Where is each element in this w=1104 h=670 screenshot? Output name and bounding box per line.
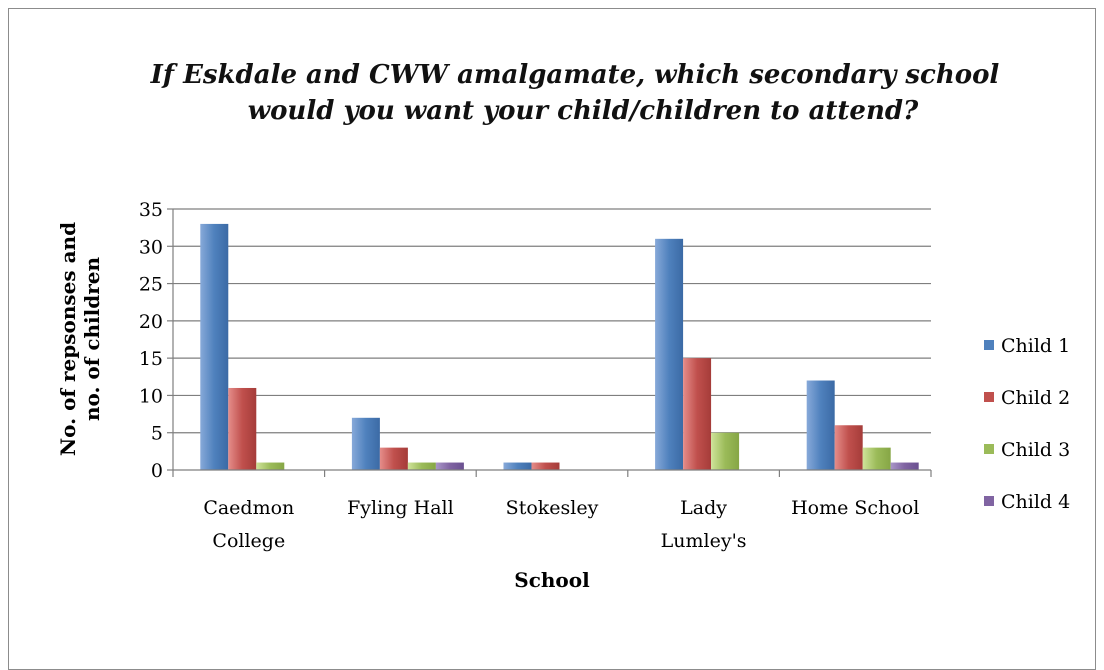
x-tick-label: Lumley's (661, 530, 747, 552)
gridlines (173, 208, 931, 434)
x-tick-label: Fyling Hall (347, 497, 454, 519)
bar-child-1-cat-1 (351, 417, 380, 470)
y-axis-title-line-1: No. of repsonses and (56, 222, 80, 456)
bar-child-3-cat-4 (862, 447, 891, 470)
chart-title-line-2: would you want your child/children to at… (248, 96, 919, 126)
y-tick-label: 30 (139, 236, 163, 258)
legend-swatch (984, 496, 994, 506)
x-axis-title: School (514, 568, 590, 592)
bar-child-3-cat-3 (711, 432, 740, 470)
bar-child-4-cat-1 (435, 462, 464, 470)
y-axis-ticks: 0 5 10 15 20 25 30 35 (139, 199, 173, 482)
bar-child-2-cat-3 (683, 358, 712, 470)
x-tick-label: Stokesley (506, 497, 599, 519)
bar-child-4-cat-4 (890, 462, 919, 470)
y-tick-label: 15 (139, 348, 163, 370)
chart-frame: If Eskdale and CWW amalgamate, which sec… (8, 8, 1096, 670)
legend-swatch (984, 392, 994, 402)
bar-child-1-cat-2 (503, 462, 532, 470)
x-tick-label: Home School (791, 497, 919, 519)
bar-child-1-cat-0 (200, 223, 229, 470)
bar-child-3-cat-0 (256, 462, 285, 470)
y-tick-label: 5 (151, 423, 163, 445)
legend-label: Child 4 (1001, 491, 1070, 513)
bar-child-2-cat-4 (834, 425, 863, 470)
y-tick-label: 35 (139, 199, 163, 221)
legend-swatch (984, 444, 994, 454)
bar-child-2-cat-2 (531, 462, 560, 470)
legend-label: Child 2 (1001, 387, 1070, 409)
x-tick-label: Caedmon (203, 497, 294, 519)
legend-label: Child 3 (1001, 439, 1070, 461)
x-tick-label: College (212, 530, 285, 552)
y-tick-label: 25 (139, 274, 163, 296)
bar-child-1-cat-4 (806, 380, 835, 470)
chart: If Eskdale and CWW amalgamate, which sec… (56, 60, 1070, 592)
bar-child-2-cat-1 (379, 447, 408, 470)
y-tick-label: 20 (139, 311, 163, 333)
x-tick-label: Lady (680, 497, 727, 519)
bar-child-1-cat-3 (655, 238, 684, 470)
y-tick-label: 0 (151, 460, 163, 482)
y-tick-label: 10 (139, 385, 163, 407)
chart-title-line-1: If Eskdale and CWW amalgamate, which sec… (150, 60, 1000, 90)
legend-label: Child 1 (1001, 335, 1070, 357)
bar-child-2-cat-0 (228, 387, 257, 470)
bars (200, 223, 919, 470)
y-axis-title-line-2: no. of children (80, 257, 104, 422)
legend-swatch (984, 340, 994, 350)
x-axis-ticks: Caedmon College Fyling Hall Stokesley Lady Lu… (172, 470, 932, 552)
legend: Child 1 Child 2 Child 3 Child 4 (984, 335, 1070, 513)
bar-child-3-cat-1 (407, 462, 436, 470)
